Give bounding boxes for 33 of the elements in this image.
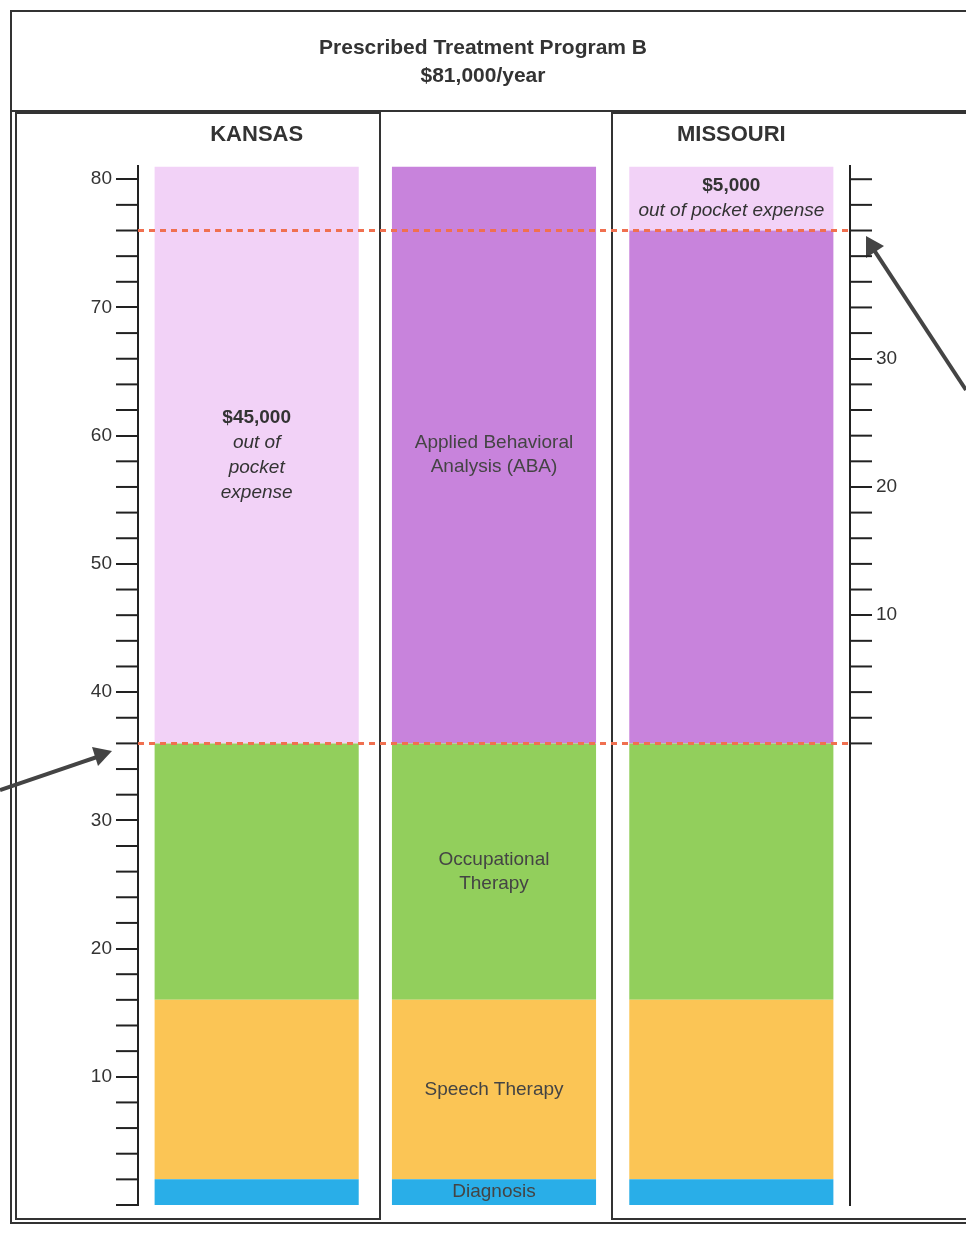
y-tick-label: 50 xyxy=(90,552,112,574)
chart-subtitle: $81,000/year xyxy=(420,62,546,86)
y-tick-label: 20 xyxy=(90,936,112,958)
series-label: Diagnosis xyxy=(452,1180,536,1202)
y2-tick-label: 10 xyxy=(876,603,898,625)
y-tick-label: 80 xyxy=(90,167,112,189)
bar xyxy=(154,743,359,1000)
y-tick-label: 70 xyxy=(90,295,112,317)
bar xyxy=(391,166,597,744)
bar xyxy=(391,999,597,1180)
bar xyxy=(154,1179,359,1205)
y-tick-label: 60 xyxy=(90,423,112,445)
chart-title: Prescribed Treatment Program B xyxy=(319,35,647,59)
annotation: $5,000 out of pocket expense xyxy=(638,174,825,221)
bar xyxy=(629,999,834,1180)
y-tick-label: 40 xyxy=(90,680,112,702)
annotation: $45,000 out of pocket expense xyxy=(220,405,293,502)
y2-tick-label: 20 xyxy=(876,475,898,497)
series-label: Speech Therapy xyxy=(424,1077,565,1099)
series-label: Applied Behavioral Analysis (ABA) xyxy=(414,431,574,477)
x-tick-label: MISSOURI xyxy=(676,121,786,147)
bar xyxy=(391,1179,597,1205)
y2-tick-label: 30 xyxy=(876,346,898,368)
bar xyxy=(391,743,597,1000)
x-tick-label: KANSAS xyxy=(210,121,304,147)
bar xyxy=(154,166,359,744)
bar xyxy=(629,1179,834,1205)
y-tick-label: 10 xyxy=(90,1065,112,1087)
series-label: Occupational Therapy xyxy=(438,847,550,893)
bar xyxy=(629,743,834,1000)
y-tick-label: 30 xyxy=(90,808,112,830)
bar xyxy=(154,999,359,1180)
bar xyxy=(629,230,834,744)
